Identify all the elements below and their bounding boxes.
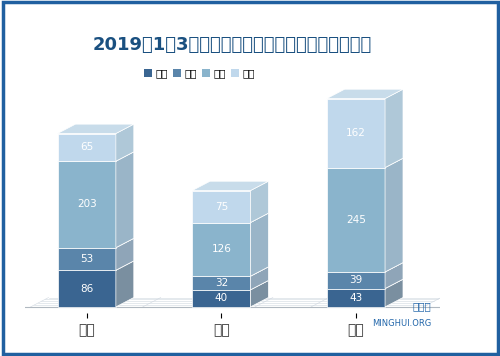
Text: 39: 39: [350, 275, 362, 285]
Polygon shape: [385, 263, 403, 289]
Polygon shape: [58, 134, 116, 161]
Polygon shape: [385, 279, 403, 307]
Polygon shape: [58, 238, 134, 248]
Polygon shape: [250, 281, 268, 307]
Polygon shape: [326, 279, 403, 289]
Polygon shape: [58, 161, 116, 248]
Polygon shape: [326, 272, 385, 289]
Text: 203: 203: [77, 199, 96, 209]
Polygon shape: [385, 89, 403, 168]
Text: 162: 162: [346, 128, 366, 138]
Polygon shape: [192, 190, 250, 222]
Polygon shape: [192, 181, 268, 190]
Polygon shape: [58, 124, 134, 134]
Text: 53: 53: [80, 254, 94, 264]
Text: MINGHUI.ORG: MINGHUI.ORG: [372, 319, 432, 328]
Text: 43: 43: [350, 293, 362, 303]
Polygon shape: [192, 281, 268, 290]
Polygon shape: [326, 289, 385, 307]
Polygon shape: [192, 276, 250, 290]
Text: 126: 126: [212, 244, 231, 255]
Text: 32: 32: [214, 278, 228, 288]
Polygon shape: [326, 263, 403, 272]
Polygon shape: [326, 99, 385, 168]
Polygon shape: [58, 261, 134, 270]
Text: 2019年1～3月大陸法輪功學員遭各類迫害人數統計: 2019年1～3月大陸法輪功學員遭各類迫害人數統計: [93, 36, 372, 54]
Text: 65: 65: [80, 142, 94, 152]
Text: 86: 86: [80, 284, 94, 294]
Polygon shape: [250, 267, 268, 290]
Polygon shape: [192, 213, 268, 222]
Polygon shape: [116, 261, 134, 307]
Polygon shape: [116, 124, 134, 161]
Polygon shape: [192, 267, 268, 276]
Legend: 判刑, 庭審, 绳架, 騷扰: 判刑, 庭審, 绳架, 騷扰: [140, 64, 259, 83]
Polygon shape: [192, 290, 250, 307]
Text: 40: 40: [214, 293, 228, 303]
Polygon shape: [250, 181, 268, 222]
Polygon shape: [326, 168, 385, 272]
Polygon shape: [250, 213, 268, 276]
Text: 245: 245: [346, 215, 366, 225]
Polygon shape: [326, 158, 403, 168]
Polygon shape: [58, 270, 116, 307]
Polygon shape: [58, 248, 116, 270]
Polygon shape: [116, 238, 134, 270]
Text: 明慨網: 明慨網: [413, 301, 432, 311]
Polygon shape: [385, 158, 403, 272]
Polygon shape: [326, 89, 403, 99]
Polygon shape: [58, 152, 134, 161]
Text: 75: 75: [214, 201, 228, 211]
Polygon shape: [116, 152, 134, 248]
Polygon shape: [192, 222, 250, 276]
